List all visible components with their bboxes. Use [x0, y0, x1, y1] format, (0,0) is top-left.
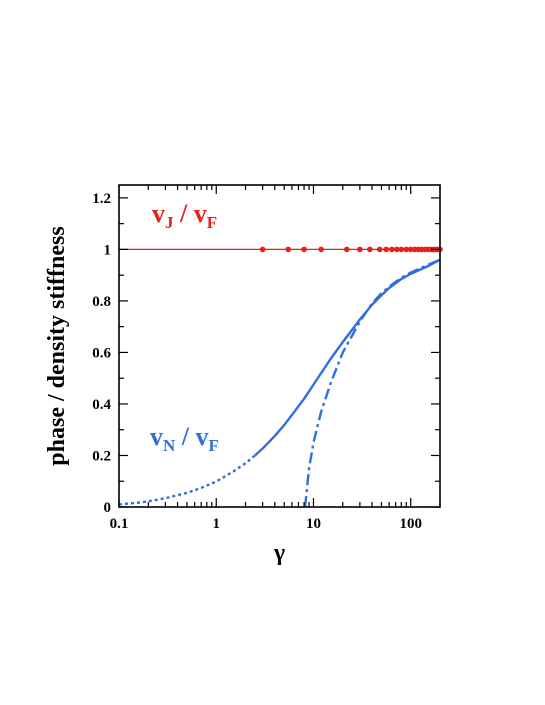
ticks-layer: [118, 185, 441, 508]
data-point: [407, 246, 414, 253]
data-point: [389, 246, 395, 253]
y-tick-label: 0.4: [92, 397, 111, 413]
x-tick-label: 10: [306, 516, 321, 532]
plot-frame: [118, 184, 441, 508]
x-axis-title: γ: [273, 540, 285, 566]
y-axis-title: phase / density stiffness: [44, 226, 70, 465]
data-point: [383, 246, 390, 253]
vj-sub: J: [165, 213, 174, 232]
x-tick-label: 1: [212, 516, 220, 532]
y-tick-label: 0.6: [92, 345, 111, 361]
data-point: [301, 246, 307, 253]
data-point: [398, 246, 405, 253]
y-tick-label: 1.2: [92, 191, 111, 207]
y-tick-label: 0: [104, 500, 112, 516]
x-tick-label: 0.1: [110, 516, 129, 532]
series-line-dashdot: [303, 258, 441, 508]
y-tick-label: 0.2: [92, 448, 111, 464]
y-tick-label: 1: [104, 242, 112, 258]
data-point: [376, 246, 383, 253]
data-point: [318, 246, 324, 253]
vj-vf-annotation: vJ / vF: [152, 199, 217, 232]
data-point: [259, 246, 266, 253]
data-point: [367, 246, 373, 253]
data-point: [343, 246, 350, 253]
data-point: [357, 246, 363, 253]
vn-sub: N: [163, 436, 176, 455]
series-layer: [118, 246, 443, 508]
vn-vf-annotation: vN / vF: [150, 422, 219, 455]
data-point: [394, 246, 400, 253]
tick-labels: 0.1 1 10 100 0 0.2 0.4 0.6 0.8 1 1.2: [92, 191, 422, 532]
series-line-solid: [254, 258, 441, 457]
data-point: [285, 246, 292, 253]
series-line-dotted: [118, 454, 256, 506]
data-point: [403, 246, 410, 253]
x-tick-label: 100: [399, 516, 422, 532]
y-tick-label: 0.8: [92, 294, 111, 310]
